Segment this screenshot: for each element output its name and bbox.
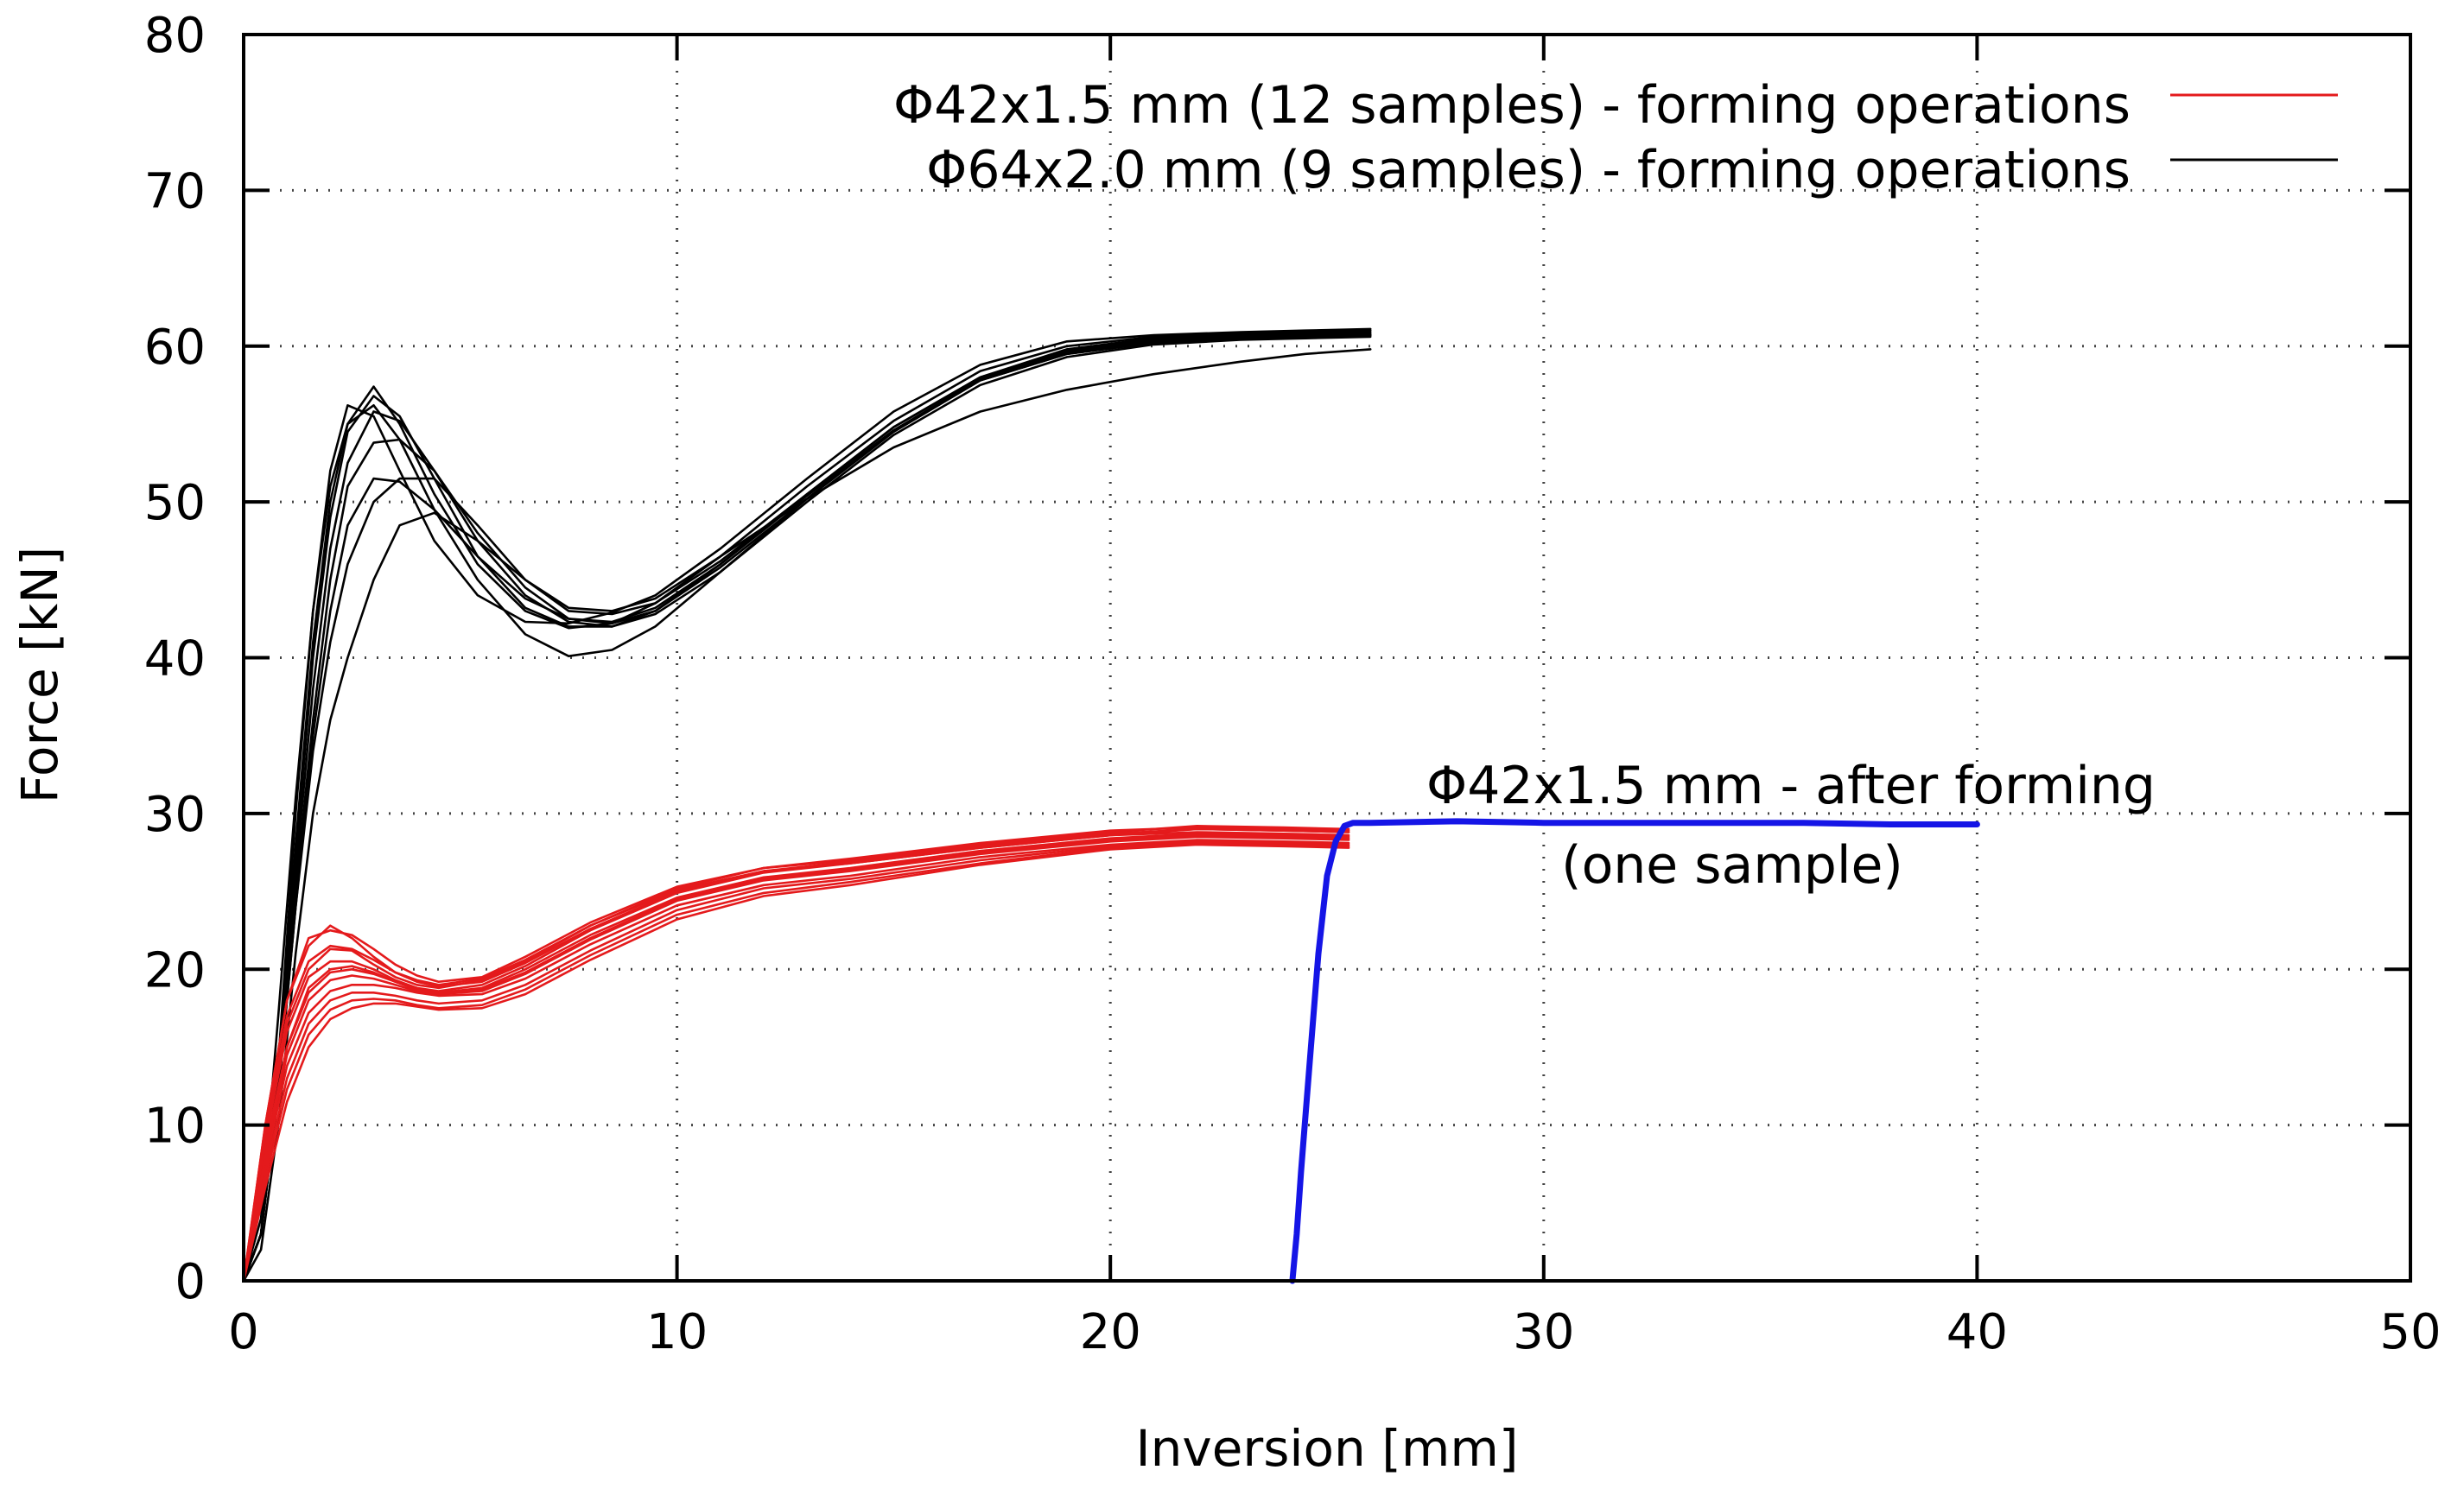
series-line — [242, 840, 1350, 1283]
series-line — [242, 826, 1350, 1283]
series-line — [242, 333, 1372, 1283]
series-line — [242, 825, 1350, 1283]
y-tick-label: 0 — [175, 1254, 206, 1310]
x-tick-label: 20 — [1080, 1304, 1141, 1360]
y-tick-label: 10 — [144, 1099, 206, 1155]
x-tick-label: 10 — [646, 1304, 708, 1360]
series-line — [242, 827, 1350, 1283]
series-line — [242, 333, 1372, 1283]
legend-label-42mm: Φ42x1.5 mm (12 samples) - forming operat… — [893, 75, 2131, 136]
series-group — [242, 327, 1980, 1284]
series-line — [242, 843, 1350, 1283]
y-axis-label: Force [kN] — [10, 547, 69, 804]
y-tick-label: 70 — [144, 163, 206, 219]
y-tick-label: 50 — [144, 475, 206, 531]
series-line — [242, 841, 1350, 1283]
axis-ticks — [242, 33, 2412, 1283]
series-line — [242, 835, 1350, 1283]
x-tick-label: 30 — [1513, 1304, 1574, 1360]
x-tick-label: 50 — [2379, 1304, 2441, 1360]
y-tick-label: 60 — [144, 320, 206, 376]
series-line — [242, 331, 1372, 1283]
legend: Φ42x1.5 mm (12 samples) - forming operat… — [893, 75, 2338, 200]
y-tick-label: 40 — [144, 631, 206, 687]
y-tick-label: 30 — [144, 787, 206, 843]
annotation: Φ42x1.5 mm - after forming (one sample) — [1426, 756, 2156, 896]
annotation-line-1: Φ42x1.5 mm - after forming — [1426, 756, 2156, 816]
series-line — [242, 329, 1372, 1283]
annotation-line-2: (one sample) — [1561, 835, 1903, 896]
series-line — [242, 831, 1350, 1283]
series-line — [242, 348, 1372, 1283]
y-tick-label: 80 — [144, 8, 206, 64]
x-tick-label: 40 — [1946, 1304, 2008, 1360]
series-line — [242, 833, 1350, 1283]
series-line — [242, 839, 1350, 1283]
x-axis-label: Inversion [mm] — [1136, 1419, 1519, 1478]
series-line — [1289, 818, 1980, 1284]
legend-label-64mm: Φ64x2.0 mm (9 samples) - forming operati… — [926, 140, 2131, 200]
series-line — [242, 333, 1372, 1283]
tick-labels: 0 10 20 30 40 50 0 10 20 30 40 50 60 70 80 — [144, 8, 2442, 1360]
y-tick-label: 20 — [144, 942, 206, 998]
series-line — [242, 833, 1350, 1283]
x-tick-label: 0 — [228, 1304, 259, 1360]
